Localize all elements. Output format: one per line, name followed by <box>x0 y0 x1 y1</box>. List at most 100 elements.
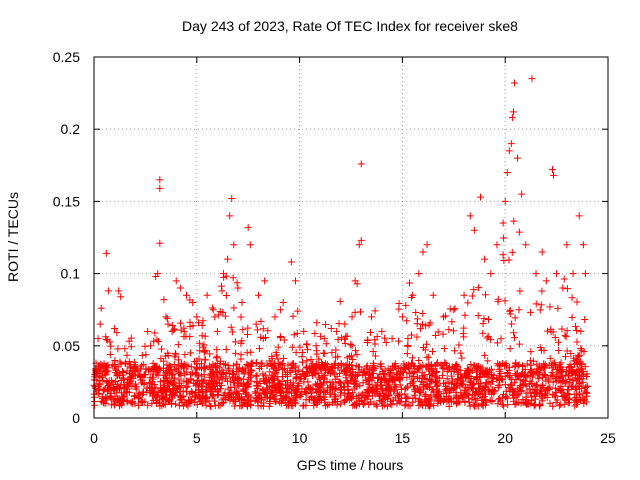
data-point-background <box>180 324 188 332</box>
data-point-background <box>230 304 238 312</box>
data-point-background <box>166 394 174 402</box>
data-point-background <box>199 317 207 325</box>
data-point-background <box>567 349 575 357</box>
data-point-background <box>500 257 508 265</box>
data-point-background <box>308 392 316 400</box>
data-point <box>538 248 546 256</box>
data-point-background <box>378 375 386 383</box>
data-point-background <box>411 391 419 399</box>
data-point-background <box>351 372 359 380</box>
data-point-background <box>259 386 267 394</box>
data-point-background <box>104 379 112 387</box>
data-point-background <box>144 401 152 409</box>
data-point-background <box>222 292 230 300</box>
data-point <box>550 171 558 179</box>
data-point-background <box>516 384 524 392</box>
data-point-background <box>526 357 534 365</box>
data-point-background <box>321 402 329 410</box>
data-point <box>261 277 269 285</box>
data-point-background <box>315 374 323 382</box>
data-point-background <box>402 397 410 405</box>
data-point-background <box>171 366 179 374</box>
data-point-background <box>362 376 370 384</box>
data-point-background <box>305 367 313 375</box>
data-point <box>102 249 110 257</box>
data-point-background <box>294 388 302 396</box>
data-point-background <box>189 322 197 330</box>
data-point-background <box>229 362 237 370</box>
data-point <box>117 293 125 301</box>
data-point-background <box>383 395 391 403</box>
data-point-background <box>260 390 268 398</box>
data-point <box>226 212 234 220</box>
data-point <box>514 154 522 162</box>
data-point-background <box>481 291 489 299</box>
data-point-background <box>195 319 203 327</box>
data-point-background <box>576 358 584 366</box>
data-point-background <box>293 329 301 337</box>
data-point-background <box>170 389 178 397</box>
data-point <box>279 298 287 306</box>
data-point <box>440 313 448 321</box>
y-tick-label: 0.2 <box>61 121 81 137</box>
data-point-background <box>317 332 325 340</box>
data-point <box>378 327 386 335</box>
data-point <box>228 195 236 203</box>
y-tick-label: 0.05 <box>53 338 80 354</box>
data-point-background <box>403 350 411 358</box>
data-point-background <box>569 376 577 384</box>
data-point <box>579 241 587 249</box>
data-point-background <box>278 394 286 402</box>
data-point-background <box>327 383 335 391</box>
data-point-background <box>292 375 300 383</box>
data-point-background <box>200 371 208 379</box>
data-point-background <box>352 347 360 355</box>
data-point <box>96 320 104 328</box>
data-point-background <box>198 321 206 329</box>
data-point-background <box>448 372 456 380</box>
data-point-background <box>224 385 232 393</box>
data-point <box>341 320 349 328</box>
data-point-background <box>454 370 462 378</box>
data-point-background <box>368 377 376 385</box>
data-point-background <box>171 353 179 361</box>
data-point-background <box>572 377 580 385</box>
data-point-background <box>209 360 217 368</box>
data-point-background <box>217 282 225 290</box>
data-point-background <box>110 386 118 394</box>
data-point-background <box>294 307 302 315</box>
data-point-background <box>568 369 576 377</box>
data-point-background <box>150 380 158 388</box>
data-point-background <box>405 365 413 373</box>
data-point-background <box>395 337 403 345</box>
data-point-background <box>226 389 234 397</box>
data-point-background <box>159 393 167 401</box>
data-point-background <box>322 340 330 348</box>
data-point-background <box>382 377 390 385</box>
data-point-background <box>413 320 421 328</box>
data-point-background <box>127 398 135 406</box>
data-point-background <box>169 381 177 389</box>
data-point-background <box>356 382 364 390</box>
data-point-background <box>429 386 437 394</box>
data-point-background <box>539 381 547 389</box>
data-point <box>409 291 417 299</box>
data-point-background <box>561 353 569 361</box>
data-point-background <box>433 382 441 390</box>
data-point-background <box>511 387 519 395</box>
data-point-background <box>313 319 321 327</box>
data-point-background <box>328 362 336 370</box>
data-point-background <box>446 305 454 313</box>
data-point-background <box>548 368 556 376</box>
data-point-background <box>460 333 468 341</box>
data-point <box>510 79 518 87</box>
data-point-background <box>558 325 566 333</box>
data-point-background <box>193 370 201 378</box>
data-point-background <box>532 368 540 376</box>
data-point-background <box>494 362 502 370</box>
data-point-background <box>452 393 460 401</box>
data-point-background <box>552 384 560 392</box>
data-point-background <box>211 313 219 321</box>
data-point-background <box>435 387 443 395</box>
data-point-background <box>126 374 134 382</box>
